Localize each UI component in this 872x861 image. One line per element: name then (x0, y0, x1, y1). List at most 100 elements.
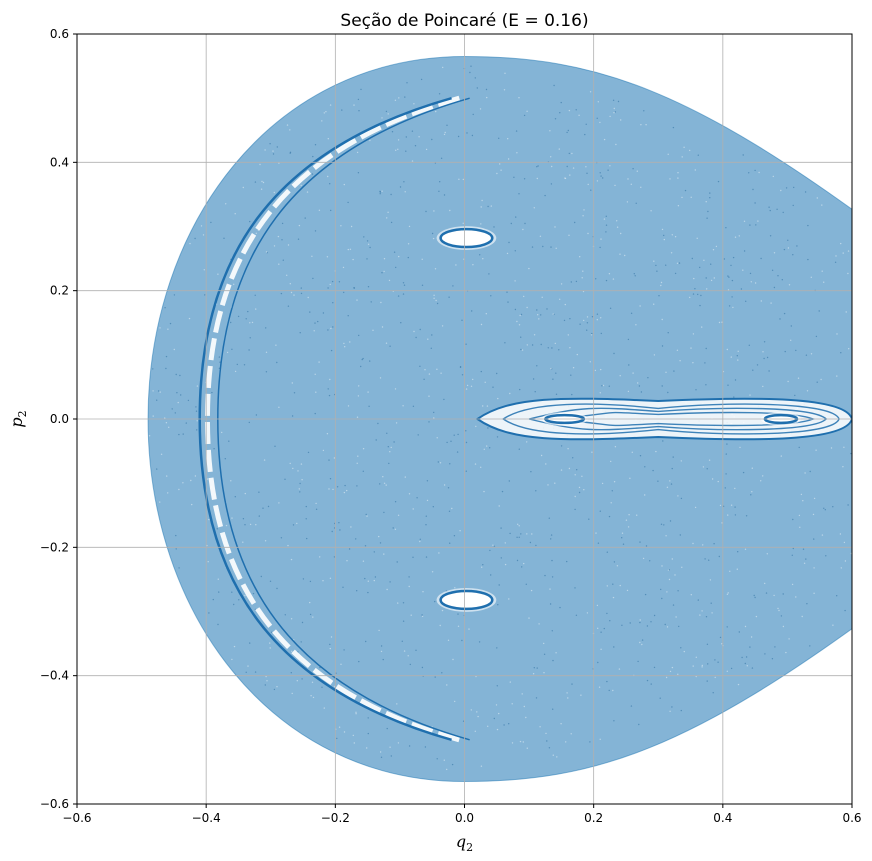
scatter-point (665, 676, 668, 679)
scatter-point (500, 169, 502, 171)
scatter-point (644, 494, 646, 496)
scatter-point (390, 193, 392, 196)
scatter-point (263, 459, 266, 461)
scatter-point (741, 656, 743, 659)
scatter-point (773, 286, 776, 289)
scatter-point (385, 342, 388, 344)
scatter-point (362, 470, 364, 472)
scatter-point (769, 209, 771, 212)
scatter-point (737, 350, 739, 352)
scatter-point (501, 490, 504, 493)
scatter-point (589, 361, 591, 363)
scatter-point (323, 112, 325, 114)
scatter-point (292, 524, 295, 526)
scatter-point (804, 472, 806, 474)
scatter-point (254, 294, 256, 296)
scatter-point (349, 248, 352, 250)
scatter-point (244, 594, 246, 597)
scatter-point (646, 625, 649, 627)
scatter-point (511, 742, 514, 744)
scatter-point (174, 412, 176, 414)
scatter-point (621, 532, 624, 534)
scatter-point (204, 294, 206, 296)
scatter-point (402, 282, 405, 284)
scatter-point (425, 210, 427, 213)
scatter-point (385, 110, 388, 113)
scatter-point (269, 580, 272, 582)
scatter-point (616, 226, 619, 228)
scatter-point (711, 612, 713, 614)
scatter-point (537, 165, 539, 167)
scatter-point (745, 300, 747, 302)
scatter-point (597, 661, 599, 664)
scatter-point (520, 348, 522, 351)
scatter-point (165, 367, 167, 370)
scatter-point (743, 220, 746, 222)
scatter-point (264, 149, 266, 151)
scatter-point (690, 594, 692, 596)
scatter-point (455, 264, 457, 266)
scatter-point (610, 502, 612, 504)
scatter-point (842, 466, 844, 468)
scatter-point (475, 425, 477, 428)
scatter-point (692, 362, 694, 364)
scatter-point (836, 375, 838, 377)
scatter-point (375, 439, 377, 441)
scatter-point (438, 93, 441, 95)
scatter-point (677, 673, 679, 675)
scatter-point (381, 272, 383, 274)
scatter-point (675, 616, 677, 618)
scatter-point (639, 641, 641, 644)
scatter-point (647, 377, 649, 379)
scatter-point (178, 433, 180, 436)
scatter-point (428, 373, 431, 375)
scatter-point (231, 348, 233, 350)
scatter-point (355, 538, 357, 540)
scatter-point (402, 405, 404, 407)
scatter-point (663, 524, 665, 526)
scatter-point (613, 561, 616, 563)
scatter-point (309, 311, 311, 313)
scatter-point (164, 417, 166, 419)
scatter-point (559, 606, 561, 609)
scatter-point (813, 538, 815, 540)
scatter-point (728, 305, 731, 307)
scatter-point (159, 501, 161, 503)
scatter-point (643, 110, 645, 112)
scatter-point (692, 293, 695, 295)
scatter-point (671, 706, 673, 708)
scatter-point (667, 153, 669, 155)
scatter-point (289, 129, 291, 131)
scatter-point (381, 326, 384, 328)
scatter-point (312, 155, 314, 158)
scatter-point (575, 280, 578, 283)
scatter-point (660, 284, 662, 287)
scatter-point (366, 258, 368, 260)
scatter-point (379, 191, 382, 193)
scatter-point (580, 694, 582, 696)
scatter-point (414, 145, 417, 147)
scatter-point (356, 485, 358, 487)
scatter-point (258, 515, 260, 517)
scatter-point (160, 453, 163, 455)
scatter-point (630, 705, 633, 707)
scatter-point (280, 292, 283, 295)
scatter-point (681, 196, 683, 199)
scatter-point (574, 587, 576, 589)
scatter-point (234, 370, 237, 373)
scatter-point (340, 663, 342, 665)
scatter-point (627, 178, 629, 180)
scatter-point (567, 334, 569, 336)
scatter-point (321, 120, 323, 122)
scatter-point (725, 227, 727, 229)
scatter-point (671, 467, 673, 470)
scatter-point (544, 194, 546, 197)
scatter-point (762, 385, 764, 388)
scatter-point (726, 443, 728, 445)
scatter-point (231, 591, 233, 593)
scatter-point (410, 614, 412, 616)
scatter-point (474, 463, 477, 465)
scatter-point (292, 467, 294, 470)
scatter-point (636, 170, 638, 172)
scatter-point (773, 594, 775, 597)
